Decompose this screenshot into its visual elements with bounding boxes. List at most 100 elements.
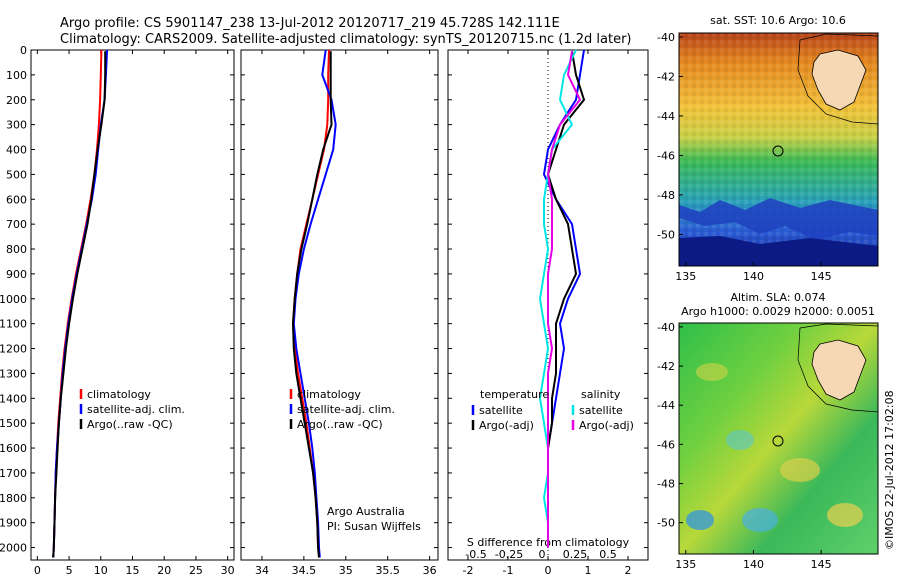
map-y-tick-label: -42 [657, 360, 675, 373]
x-tick-label: 2 [625, 564, 632, 577]
map-x-tick-label: 145 [811, 558, 832, 571]
sla-map-subtitle: Argo h1000: 0.0029 h2000: 0.0051 [681, 305, 875, 318]
top-tick-label: 0.25 [563, 548, 588, 561]
sst-ticks: 135 140 145 -40 -42 -44 -46 -48 -50 [657, 31, 832, 283]
sst-frame [678, 32, 879, 267]
sla-high-patch [780, 458, 820, 482]
y-tick-label: 1900 [0, 517, 27, 530]
legend-label: satellite [479, 404, 523, 417]
shelf-contour [797, 323, 879, 413]
series-line [52, 51, 107, 558]
legend-label: climatology [87, 388, 151, 401]
tasmania-land [811, 49, 867, 111]
top-tick-label: -0.25 [495, 548, 523, 561]
map-y-tick-label: -46 [657, 149, 675, 162]
x-tick-label: -1 [503, 564, 514, 577]
y-tick-label: 500 [6, 168, 27, 181]
map-x-tick-label: 140 [743, 270, 764, 283]
y-tick-label: 1200 [0, 343, 27, 356]
map-y-tick-label: -44 [657, 110, 675, 123]
credit-line1: Argo Australia [327, 505, 405, 518]
legend-header: temperature [480, 388, 549, 401]
deep-cold-band [679, 236, 878, 266]
y-tick-label: 1100 [0, 318, 27, 331]
x-tick-label: 0 [545, 564, 552, 577]
x-tick-label: 25 [189, 564, 203, 577]
salinity-panel: 34 34.5 35 35.5 36 salinity climatology satelli… [240, 49, 439, 580]
series-line [291, 51, 333, 558]
sla-ticks: 135 140 145 -40 -42 -44 -46 -48 -50 [657, 321, 832, 571]
y-tick-label: 2000 [0, 542, 27, 555]
x-axis-label: temperature (deg C) [76, 578, 189, 580]
y-tick-label: 800 [6, 243, 27, 256]
legend-label: Argo(-adj) [579, 419, 634, 432]
difference-panel: -2-1012T difference from climatologyS di… [447, 49, 649, 580]
tasmania-land [811, 339, 867, 401]
map-y-tick-label: -48 [657, 478, 675, 491]
x-tick-label: 5 [66, 564, 73, 577]
y-tick-label: 1500 [0, 417, 27, 430]
x-tick-label: 10 [94, 564, 108, 577]
sla-low-patch [726, 430, 754, 450]
credit-line2: PI: Susan Wijffels [327, 520, 421, 533]
sla-high-patch [827, 503, 863, 527]
timestamp-stamp: ©IMOS 22-Jul-2012 17:02:08 [883, 390, 896, 550]
x-tick-label: 15 [126, 564, 140, 577]
legend-label: climatology [297, 388, 361, 401]
y-tick-label: 1300 [0, 367, 27, 380]
top-tick-label: 0.5 [599, 548, 617, 561]
x-tick-label: 35 [339, 564, 353, 577]
legend-label: satellite-adj. clim. [297, 403, 395, 416]
series-line [546, 51, 582, 548]
header-line2: Climatology: CARS2009. Satellite-adjuste… [60, 32, 632, 47]
y-tick-label: 900 [6, 268, 27, 281]
map-y-tick-label: -50 [657, 228, 675, 241]
y-tick-label: 100 [6, 69, 27, 82]
top-tick-label: 0 [539, 548, 546, 561]
x-tick-label: 34 [255, 564, 269, 577]
y-tick-label: 0 [20, 44, 27, 57]
legend-label: Argo(..raw -QC) [87, 418, 173, 431]
argo-position-marker [772, 145, 784, 157]
legend-label: satellite-adj. clim. [87, 403, 185, 416]
x-tick-label: 35.5 [375, 564, 400, 577]
map-y-tick-label: -46 [657, 438, 675, 451]
map-y-tick-label: -48 [657, 189, 675, 202]
plot-frame [30, 49, 235, 561]
map-y-tick-label: -50 [657, 517, 675, 530]
y-tick-label: 700 [6, 218, 27, 231]
y-tick-label: 1800 [0, 492, 27, 505]
sla-map-title: Altim. SLA: 0.074 [730, 291, 825, 304]
legend-label: satellite [579, 404, 623, 417]
sla-low-patch [686, 510, 714, 530]
x-axis-label: T difference from climatology [466, 578, 629, 580]
map-y-tick-label: -40 [657, 31, 675, 44]
sla-low-patch [742, 508, 778, 532]
sla-map: Altim. SLA: 0.074 Argo h1000: 0.0029 h20… [657, 291, 879, 571]
cold-water-band [679, 198, 878, 240]
x-axis-label: salinity [320, 578, 360, 580]
argo-position-marker [772, 435, 784, 447]
map-y-tick-label: -42 [657, 70, 675, 83]
sla-frame [678, 322, 879, 555]
map-x-tick-label: 135 [675, 270, 696, 283]
shelf-contour [797, 33, 879, 125]
y-tick-label: 1700 [0, 467, 27, 480]
y-tick-label: 600 [6, 193, 27, 206]
map-x-tick-label: 135 [675, 558, 696, 571]
top-tick-label: -0.5 [465, 548, 486, 561]
legend-header: salinity [581, 388, 621, 401]
y-tick-label: 1000 [0, 293, 27, 306]
y-tick-label: 1600 [0, 442, 27, 455]
map-x-tick-label: 145 [811, 270, 832, 283]
y-tick-label: 300 [6, 119, 27, 132]
x-tick-label: 30 [221, 564, 235, 577]
map-x-tick-label: 140 [743, 558, 764, 571]
sst-map: sat. SST: 10.6 Argo: 10.6 135 140 145 -40 -4… [657, 14, 879, 283]
x-tick-label: 0 [34, 564, 41, 577]
map-y-tick-label: -44 [657, 399, 675, 412]
x-tick-label: 20 [157, 564, 171, 577]
temperature-panel: 0100200300400500600700800900100011001200… [0, 44, 235, 580]
map-y-tick-label: -40 [657, 321, 675, 334]
